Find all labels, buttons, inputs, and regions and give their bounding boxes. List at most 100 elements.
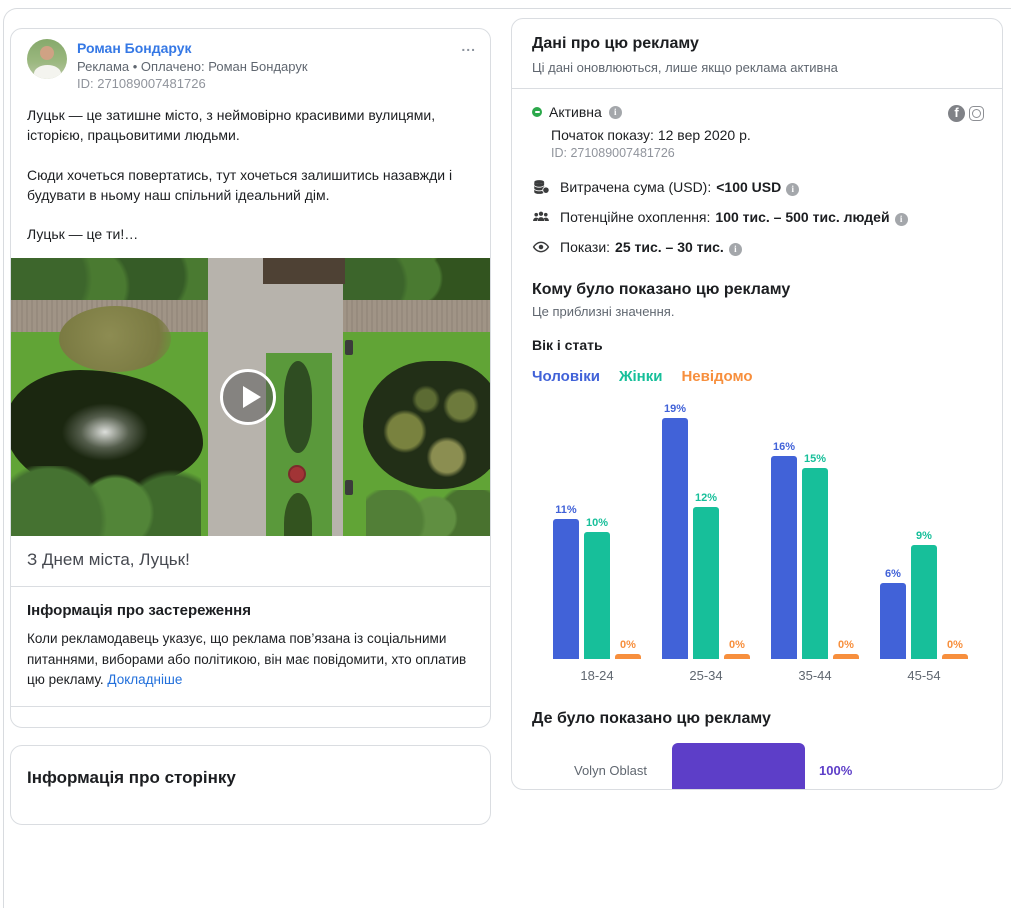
tree: [59, 306, 171, 373]
audience-section: Кому було показано цю рекламу Це приблиз…: [512, 268, 1002, 319]
age-gender-title: Вік і стать: [532, 337, 603, 353]
bar: [724, 654, 750, 659]
bar-value-label: 12%: [694, 492, 718, 504]
bar: [833, 654, 859, 659]
data-card-header: Дані про цю рекламу Ці дані оновлюються,…: [512, 19, 1002, 88]
pond: [363, 361, 490, 490]
age-axis-label: 18-24: [580, 668, 614, 683]
trees: [343, 258, 490, 309]
bar: [553, 519, 579, 659]
chevron-down-icon[interactable]: [458, 727, 474, 728]
audience-title: Кому було показано цю рекламу: [532, 281, 791, 298]
ad-id: ID: 271089007481726: [551, 146, 675, 160]
flower-median: [266, 353, 332, 537]
active-status-icon: [532, 107, 542, 117]
post-header: Роман Бондарук Реклама • Оплачено: Роман…: [11, 29, 490, 97]
info-icon[interactable]: i: [894, 212, 908, 226]
learn-more-link[interactable]: Докладніше: [107, 671, 183, 687]
disclaimer-title: Інформація про застереження: [27, 602, 251, 620]
post-text: Луцьк — це затишне місто, з неймовірно к…: [11, 97, 490, 258]
post-ad-id: ID: 271089007481726: [77, 76, 206, 91]
facebook-icon[interactable]: f: [948, 105, 965, 122]
bar-value-label: 6%: [885, 568, 901, 580]
chart-legend: Чоловіки Жінки Невідомо: [512, 353, 1002, 385]
fountain-spray: [45, 392, 165, 473]
metric-value: 100 тис. – 500 тис. людей: [715, 208, 890, 225]
avatar-photo: [40, 46, 54, 60]
bar-value-label: 0%: [947, 639, 963, 651]
location-bar: [672, 743, 805, 789]
disclaimer-section: Інформація про застереження Коли рекламо…: [11, 587, 490, 706]
bar-value-label: 19%: [663, 403, 687, 415]
post-paragraph: Сюди хочеться повертатись, тут хочеться …: [27, 166, 453, 203]
advertiser-info-title: Інформація від рекламодавця: [27, 726, 252, 727]
ad-post-card: Роман Бондарук Реклама • Оплачено: Роман…: [10, 28, 491, 728]
location-title: Де було показано цю рекламу: [532, 710, 771, 727]
bar: [693, 507, 719, 659]
age-bar-group: 6% 9% 0%: [880, 397, 968, 659]
info-icon[interactable]: i: [608, 105, 622, 119]
divider: [11, 706, 490, 708]
video-thumbnail[interactable]: [11, 258, 490, 537]
age-axis-label: 35-44: [798, 668, 832, 683]
info-icon[interactable]: i: [786, 182, 800, 196]
metric-row-reach: Потенційне охоплення: 100 тис. – 500 тис…: [532, 208, 982, 226]
post-caption: З Днем міста, Луцьк!: [27, 550, 190, 570]
audience-subtitle: Це приблизні значення.: [532, 304, 675, 319]
bar: [942, 654, 968, 659]
age-bar-group: 19% 12% 0%: [662, 397, 750, 659]
metrics-list: Витрачена сума (USD): <100 USD i Потенці…: [512, 160, 1002, 256]
metric-label: Потенційне охоплення:: [560, 208, 711, 225]
metric-row-impressions: Покази: 25 тис. – 30 тис. i: [532, 238, 982, 256]
bar-value-label: 15%: [803, 453, 827, 465]
bench: [345, 340, 353, 356]
bar-value-label: 10%: [585, 517, 609, 529]
author-name-link[interactable]: Роман Бондарук: [77, 40, 192, 56]
coins-icon: [534, 180, 550, 194]
legend-women[interactable]: Жінки: [618, 368, 663, 385]
instagram-icon[interactable]: [969, 106, 984, 121]
bar-value-label: 0%: [729, 639, 745, 651]
trees: [11, 466, 201, 537]
advertiser-info-expander[interactable]: Інформація від рекламодавця: [11, 707, 490, 728]
bar: [911, 545, 937, 659]
location-section: Де було показано цю рекламу Volyn Oblast…: [512, 683, 1002, 789]
bar-value-label: 16%: [772, 441, 796, 453]
bar: [802, 468, 828, 659]
ad-data-card: Дані про цю рекламу Ці дані оновлюються,…: [511, 18, 1003, 790]
age-bar-group: 16% 15% 0%: [771, 397, 859, 659]
play-icon[interactable]: [220, 369, 276, 426]
avatar[interactable]: [27, 39, 67, 79]
age-axis-label: 45-54: [907, 668, 941, 683]
metric-row-spend: Витрачена сума (USD): <100 USD i: [532, 178, 982, 196]
bar-value-label: 9%: [916, 530, 932, 542]
metric-label: Витрачена сума (USD):: [560, 178, 712, 195]
disclaimer-text: Коли рекламодавець указує, що реклама по…: [27, 631, 467, 687]
location-chart: Volyn Oblast 100%: [532, 743, 982, 789]
bar: [615, 654, 641, 659]
bar: [662, 418, 688, 659]
page-info-card: Інформація про сторінку: [10, 745, 491, 825]
legend-unknown[interactable]: Невідомо: [681, 368, 753, 385]
legend-men[interactable]: Чоловіки: [532, 368, 600, 385]
bar-value-label: 0%: [620, 639, 636, 651]
location-label: Volyn Oblast: [574, 762, 647, 778]
info-icon[interactable]: i: [728, 242, 742, 256]
start-date: Початок показу: 12 вер 2020 р.: [551, 127, 751, 143]
flower-bed: [288, 465, 306, 484]
bar: [771, 456, 797, 659]
age-axis-label: 25-34: [689, 668, 723, 683]
location-value: 100%: [819, 762, 853, 778]
metric-value: <100 USD: [716, 178, 782, 195]
bar: [880, 583, 906, 659]
plaza-structure: [263, 258, 345, 285]
status-block: Активна i Початок показу: 12 вер 2020 р.…: [512, 89, 1002, 160]
metric-label: Покази:: [560, 238, 611, 255]
divider: [11, 586, 490, 588]
eye-icon: [532, 241, 550, 253]
more-options-button[interactable]: ...: [461, 38, 476, 54]
divider: [512, 88, 1002, 89]
metric-value: 25 тис. – 30 тис.: [615, 238, 724, 255]
age-axis-labels: 18-24 25-34 35-44 45-54: [553, 668, 982, 683]
age-bar-group: 11% 10% 0%: [553, 397, 641, 659]
